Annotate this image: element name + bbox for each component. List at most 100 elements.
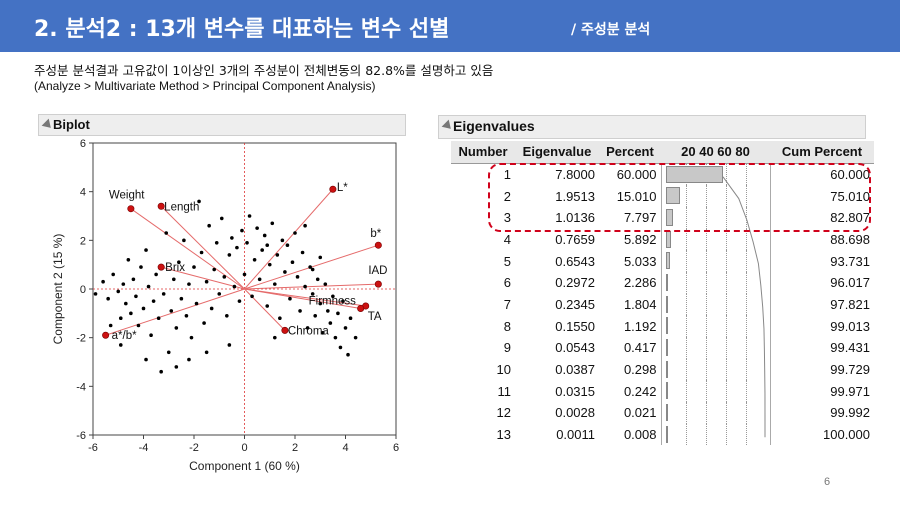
page-number: 6 — [824, 476, 831, 488]
score-point — [189, 335, 194, 340]
score-point — [194, 301, 199, 306]
scale-gridline — [745, 271, 747, 294]
table-row: 3 1.0136 7.797 82.807 — [451, 206, 874, 229]
biplot-panel-title: Biplot — [53, 117, 90, 132]
loading-label: IAD — [368, 265, 387, 277]
table-row: 11 0.0315 0.242 99.971 — [451, 380, 874, 403]
scale-gridline — [685, 423, 687, 446]
col-header-cum-percent: Cum Percent — [770, 141, 874, 164]
score-point — [346, 352, 350, 357]
percent-bar — [665, 295, 668, 313]
score-point — [202, 321, 206, 325]
score-point — [343, 326, 348, 330]
row-percent: 0.008 — [623, 427, 657, 443]
row-percent-bar — [660, 185, 771, 207]
score-point — [161, 292, 166, 296]
cum-percent-line — [722, 176, 766, 438]
scale-gridline — [725, 163, 727, 186]
score-point — [156, 316, 161, 320]
score-point — [141, 306, 146, 311]
loading-label: Weight — [109, 190, 145, 202]
loading-label: Length — [164, 201, 199, 213]
scale-gridline — [705, 380, 707, 403]
loading-label: b* — [370, 228, 381, 240]
scale-gridline — [685, 185, 687, 207]
row-number: 6 — [503, 275, 511, 291]
score-point — [124, 301, 128, 306]
percent-bar — [665, 252, 671, 270]
row-percent: 15.010 — [616, 188, 657, 204]
row-percent: 5.892 — [623, 231, 657, 247]
score-point — [328, 321, 333, 325]
row-percent-bar — [660, 315, 771, 337]
score-point — [280, 238, 285, 243]
biplot-panel-header[interactable]: Biplot — [38, 114, 406, 136]
percent-bar — [665, 273, 668, 291]
percent-bar — [665, 404, 668, 422]
scale-gridline — [745, 402, 747, 424]
scale-gridline — [685, 271, 687, 294]
eigenvalues-panel-header[interactable]: Eigenvalues — [438, 115, 866, 139]
score-point — [182, 238, 186, 243]
score-point — [318, 301, 323, 306]
row-percent: 0.298 — [623, 362, 657, 378]
scale-gridline — [705, 293, 707, 316]
score-point — [270, 221, 275, 226]
score-point — [293, 231, 297, 235]
slide-description: 주성분 분석결과 고유값이 1이상인 3개의 주성분이 전체변동의 82.8%를… — [34, 63, 494, 78]
row-cum-percent: 99.971 — [830, 383, 870, 399]
loading-label: Firmness — [309, 295, 357, 307]
score-point — [273, 282, 277, 286]
biplot-chart: -6 -4 -2 0 2 4 6 6 4 2 0 -2 -4 -6 Component 1 (60 %) Co… — [51, 138, 399, 473]
score-point — [184, 313, 189, 318]
row-number: 12 — [496, 405, 511, 421]
scale-gridline — [745, 228, 747, 251]
scale-gridline — [685, 402, 687, 424]
score-point — [265, 243, 270, 247]
row-percent: 0.417 — [623, 340, 657, 356]
scale-gridline — [705, 402, 707, 424]
row-percent-bar — [660, 358, 771, 381]
row-cum-percent: 99.431 — [830, 340, 870, 356]
score-point — [187, 282, 191, 286]
score-point — [303, 284, 307, 289]
scale-gridline — [705, 358, 707, 381]
score-point — [129, 311, 133, 316]
row-cum-percent: 96.017 — [830, 275, 870, 291]
score-point — [227, 343, 232, 347]
score-point — [278, 316, 282, 320]
scale-gridline — [745, 293, 747, 316]
score-point — [305, 326, 310, 330]
row-eigenvalue: 0.0028 — [555, 405, 595, 421]
score-point — [144, 357, 148, 362]
scale-gridline — [725, 315, 727, 337]
x-tick-label: 4 — [342, 442, 348, 454]
row-eigenvalue: 0.0387 — [555, 362, 595, 378]
row-percent-bar — [660, 402, 771, 424]
row-percent-bar — [660, 228, 771, 251]
loading-vector — [160, 205, 245, 290]
row-eigenvalue: 0.0011 — [556, 427, 595, 443]
row-number: 4 — [503, 231, 511, 247]
loading-label: TA — [368, 311, 382, 323]
score-point — [252, 258, 257, 262]
x-tick-label: 0 — [241, 442, 247, 454]
scale-gridline — [685, 293, 687, 316]
score-point — [111, 272, 115, 277]
score-point — [192, 265, 196, 269]
score-point — [101, 279, 105, 284]
row-eigenvalue: 0.6543 — [555, 253, 595, 269]
scale-gridline — [725, 206, 727, 229]
loading-point — [374, 241, 382, 249]
row-cum-percent: 99.992 — [830, 405, 870, 421]
row-percent: 7.797 — [623, 210, 657, 226]
scale-gridline — [685, 380, 687, 403]
loading-point — [157, 202, 165, 210]
row-percent: 0.242 — [623, 383, 657, 399]
score-point — [290, 260, 295, 265]
row-eigenvalue: 1.0136 — [555, 210, 595, 226]
score-point — [300, 250, 305, 255]
loading-label: L* — [337, 182, 348, 194]
score-point — [199, 250, 204, 255]
score-point — [295, 275, 300, 279]
